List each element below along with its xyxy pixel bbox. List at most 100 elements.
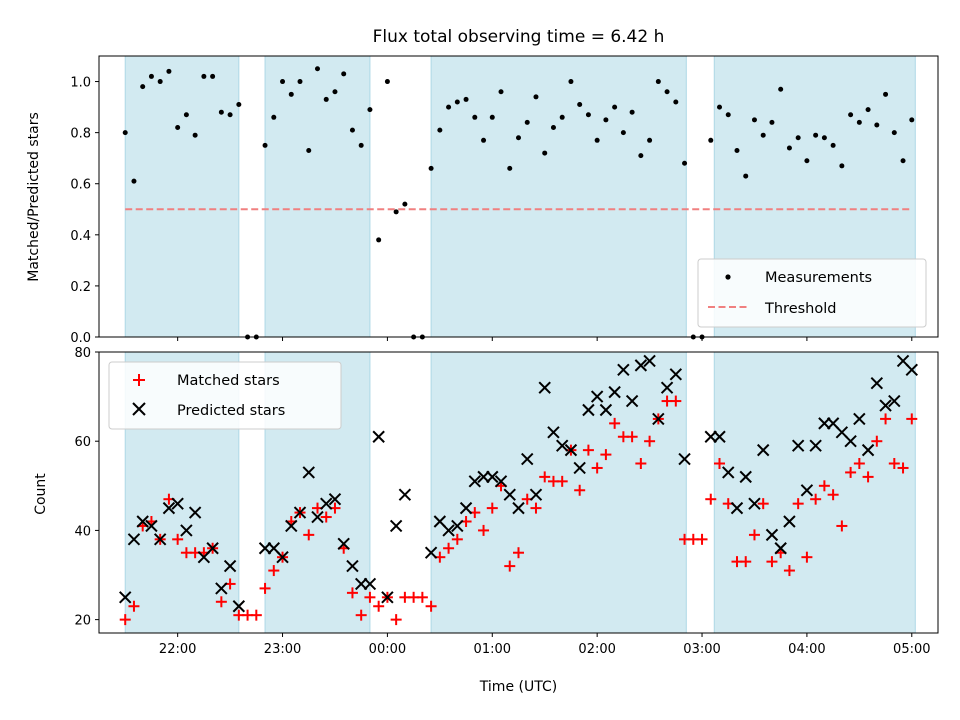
predicted-stars-point-80: [870, 377, 884, 390]
measurements-point-28: [367, 107, 373, 113]
measurements-point-88: [891, 130, 897, 136]
matched-stars-point-16: [259, 582, 271, 594]
measurements-point-5: [166, 68, 172, 74]
measurements-point-40: [472, 114, 478, 120]
matched-stars-point-56: [609, 417, 621, 429]
measurements-point-57: [620, 130, 626, 136]
matched-stars-point-74: [766, 556, 778, 568]
measurements-point-4: [157, 79, 163, 85]
measurements-point-75: [778, 86, 784, 92]
matched-stars-point-6: [172, 533, 184, 545]
predicted-stars-point-82: [888, 394, 901, 408]
matched-stars-point-26: [346, 587, 358, 599]
matched-stars-point-54: [591, 462, 603, 474]
x-tick-label-0: 22:00: [159, 642, 196, 657]
matched-stars-point-73: [757, 498, 769, 510]
measurements-point-63: [673, 99, 679, 105]
matched-stars-point-77: [792, 498, 804, 510]
predicted-stars-point-77: [844, 434, 857, 448]
predicted-stars-point-69: [774, 542, 787, 555]
matched-stars-point-86: [871, 435, 883, 447]
measurements-point-22: [314, 66, 320, 72]
matched-stars-point-84: [853, 458, 865, 470]
predicted-stars-point-4: [153, 533, 167, 546]
x-tick-label-2: 00:00: [369, 642, 406, 657]
measurements-point-18: [280, 79, 286, 85]
x-tick-label-4: 02:00: [578, 642, 615, 657]
legend-label-matched-stars: Matched stars: [177, 373, 280, 389]
matched-stars-point-88: [888, 458, 900, 470]
predicted-stars-point-19: [302, 466, 315, 479]
measurements-point-70: [734, 148, 740, 154]
measurements-point-48: [542, 150, 548, 156]
predicted-stars-point-8: [188, 506, 202, 519]
measurements-point-42: [489, 114, 495, 120]
measurements-point-80: [821, 135, 827, 141]
matched-stars-point-55: [600, 449, 612, 461]
measurements-point-9: [201, 73, 207, 79]
matched-stars-point-66: [696, 533, 708, 545]
measurements-point-32: [402, 201, 408, 207]
measurements-point-41: [481, 137, 487, 143]
y-tick-label-0: 0.0: [70, 331, 91, 346]
measurements-point-50: [559, 114, 565, 120]
predicted-stars-point-60: [678, 452, 691, 466]
count-y-ticks: 20 40 60 80: [74, 346, 99, 629]
matched-stars-point-0: [119, 614, 131, 626]
measurements-point-3: [148, 73, 154, 79]
predicted-stars-point-29: [389, 519, 403, 533]
matched-stars-point-35: [425, 600, 437, 612]
observing-window-4: [713, 351, 916, 634]
predicted-stars-point-71: [791, 439, 805, 452]
predicted-stars-point-6: [171, 497, 184, 510]
predicted-stars-point-38: [486, 470, 499, 484]
measurements-point-52: [577, 102, 583, 108]
measurements-point-58: [629, 109, 635, 115]
matched-stars-point-58: [626, 431, 638, 443]
predicted-stars-point-42: [521, 452, 534, 466]
predicted-stars-point-62: [713, 430, 726, 443]
x-tick-label-5: 03:00: [683, 642, 720, 657]
count-y-axis-label: Count: [33, 473, 49, 515]
predicted-stars-point-26: [363, 577, 377, 591]
matched-stars-point-38: [451, 533, 463, 545]
measurements-point-53: [585, 112, 591, 118]
predicted-stars-point-30: [398, 488, 412, 501]
predicted-stars-point-56: [643, 354, 656, 368]
predicted-stars-point-7: [180, 524, 193, 537]
predicted-stars-point-11: [215, 582, 228, 595]
predicted-stars-point-65: [739, 470, 752, 484]
matched-stars-point-52: [574, 484, 586, 496]
count-x-ticks: 22:00 23:00 00:00 01:00 02:00 03:00 04:00 05:00: [159, 633, 931, 657]
measurements-point-68: [717, 104, 723, 110]
matched-stars-point-29: [373, 600, 385, 612]
predicted-stars-point-72: [800, 484, 814, 497]
predicted-stars-point-12: [223, 559, 237, 573]
measurements-point-11: [218, 109, 224, 115]
measurements-point-83: [848, 112, 854, 118]
measurements-point-16: [262, 142, 268, 148]
predicted-stars-point-57: [652, 412, 665, 426]
measurements-point-1: [131, 178, 137, 184]
matched-stars-point-1: [128, 600, 140, 612]
measurements-point-86: [874, 122, 880, 128]
legend-marker-predicted-stars: [132, 402, 146, 416]
measurements-point-17: [271, 114, 277, 120]
matched-stars-point-50: [556, 475, 568, 487]
predicted-stars-point-67: [757, 443, 770, 457]
matched-stars-point-47: [530, 502, 542, 514]
predicted-stars-point-22: [328, 492, 342, 506]
legend-label-threshold: Threshold: [764, 301, 836, 317]
y-tick-label-0: 20: [74, 614, 91, 629]
predicted-stars-point-55: [634, 359, 648, 372]
measurements-point-90: [909, 117, 915, 123]
matched-stars-point-89: [897, 462, 909, 474]
y-tick-label-2: 60: [74, 435, 91, 450]
predicted-stars-point-24: [346, 559, 359, 573]
matched-stars-point-53: [582, 444, 594, 456]
measurements-point-13: [236, 102, 242, 108]
measurements-point-46: [524, 119, 530, 125]
legend-marker-measurements: [725, 274, 731, 280]
predicted-stars-point-58: [660, 381, 674, 394]
matched-stars-point-72: [748, 529, 760, 541]
